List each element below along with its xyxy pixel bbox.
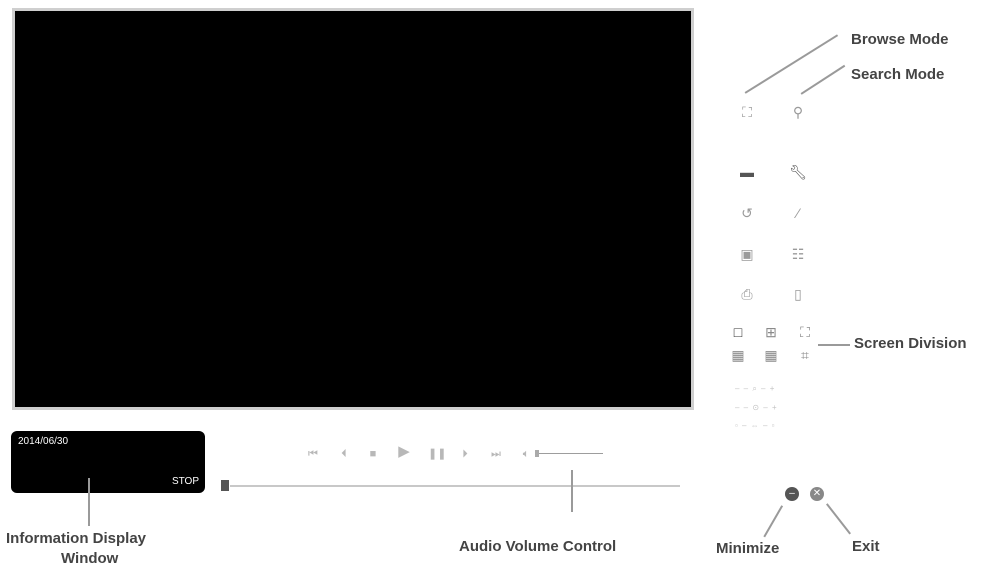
leader-browse-mode bbox=[744, 34, 838, 94]
callout-search-mode: Search Mode bbox=[851, 66, 945, 83]
callout-exit: Exit bbox=[852, 538, 880, 555]
seek-bar[interactable] bbox=[230, 485, 680, 487]
film-icon[interactable]: ☷ bbox=[791, 246, 805, 262]
exit-fullscreen-icon[interactable]: ⌗ bbox=[801, 347, 809, 363]
callout-information-display-window: Window bbox=[61, 550, 119, 567]
leader-audio-volume-control bbox=[571, 470, 573, 512]
step-back-icon[interactable]: ⏴ bbox=[341, 448, 347, 460]
pause-icon[interactable]: ❚❚ bbox=[428, 448, 447, 460]
callout-screen-division: Screen Division bbox=[854, 335, 967, 352]
volume-slider-track[interactable] bbox=[539, 453, 603, 454]
info-date: 2014/06/30 bbox=[18, 436, 69, 447]
volume-slider-handle[interactable] bbox=[535, 450, 539, 457]
document-icon[interactable]: ▯ bbox=[794, 286, 802, 302]
snapshot-icon[interactable]: ▣ bbox=[740, 246, 754, 262]
sixteen-view-icon[interactable]: ▦ bbox=[764, 347, 778, 363]
zoom-control-row[interactable]: – – ⌕ – + bbox=[735, 384, 776, 393]
minimize-icon[interactable]: – bbox=[785, 487, 799, 501]
nine-view-icon[interactable]: ▦ bbox=[731, 347, 745, 363]
step-forward-icon[interactable]: ⏵ bbox=[462, 448, 468, 460]
print-icon[interactable]: ⎙ bbox=[741, 286, 753, 302]
info-status: STOP bbox=[171, 476, 199, 487]
quad-view-icon[interactable]: ⊞ bbox=[765, 324, 777, 340]
leader-minimize bbox=[763, 505, 783, 538]
wrench-icon[interactable]: 🔧︎ bbox=[789, 164, 807, 180]
magic-wand-icon[interactable]: ⁄ bbox=[796, 205, 800, 221]
binoculars-icon[interactable]: ⛶ bbox=[742, 104, 752, 120]
seek-handle[interactable] bbox=[221, 480, 229, 491]
leader-search-mode bbox=[800, 64, 846, 95]
skip-to-start-icon[interactable]: ⏮ bbox=[308, 448, 318, 460]
video-display[interactable] bbox=[12, 8, 694, 410]
brightness-control-row[interactable]: – – ⊙ – + bbox=[735, 403, 778, 412]
magnifier-icon[interactable]: ⚲ bbox=[792, 104, 804, 120]
callout-information-display: Information Display bbox=[6, 530, 147, 547]
fullscreen-icon[interactable]: ⛶ bbox=[800, 324, 810, 340]
information-display-window: 2014/06/30 STOP bbox=[11, 431, 205, 493]
stop-icon[interactable]: ■ bbox=[369, 448, 377, 460]
callout-browse-mode: Browse Mode bbox=[851, 31, 949, 48]
single-view-icon[interactable]: □ bbox=[733, 324, 743, 340]
leader-exit bbox=[826, 503, 851, 535]
rotate-icon[interactable]: ↺ bbox=[741, 205, 753, 221]
callout-minimize: Minimize bbox=[716, 540, 780, 557]
play-icon[interactable]: ▶ bbox=[398, 443, 410, 460]
leader-information-display bbox=[88, 478, 90, 526]
folder-icon[interactable]: ▬ bbox=[740, 164, 754, 180]
callout-audio-volume-control: Audio Volume Control bbox=[459, 538, 617, 555]
leader-screen-division bbox=[818, 344, 850, 346]
pan-control-row[interactable]: ▫ – ⇔ – ▫ bbox=[735, 421, 776, 430]
skip-to-end-icon[interactable]: ⏭ bbox=[491, 448, 501, 460]
speaker-icon[interactable]: 🔈︎ bbox=[522, 448, 530, 460]
exit-icon[interactable]: ✕ bbox=[810, 487, 824, 501]
